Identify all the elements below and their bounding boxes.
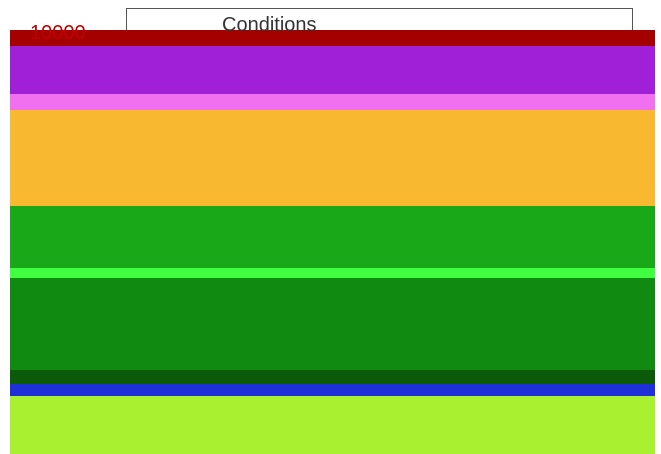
frame: [126, 8, 633, 35]
band: [10, 396, 655, 454]
band: [10, 384, 655, 396]
band: [10, 206, 655, 268]
band: [10, 278, 655, 370]
band: [10, 46, 655, 94]
band: [10, 110, 655, 206]
band: [10, 30, 655, 46]
axis-label: 10000: [30, 22, 86, 44]
band: [10, 370, 655, 384]
legend-title: Conditions: [222, 14, 317, 36]
band: [10, 94, 655, 110]
band: [10, 268, 655, 278]
